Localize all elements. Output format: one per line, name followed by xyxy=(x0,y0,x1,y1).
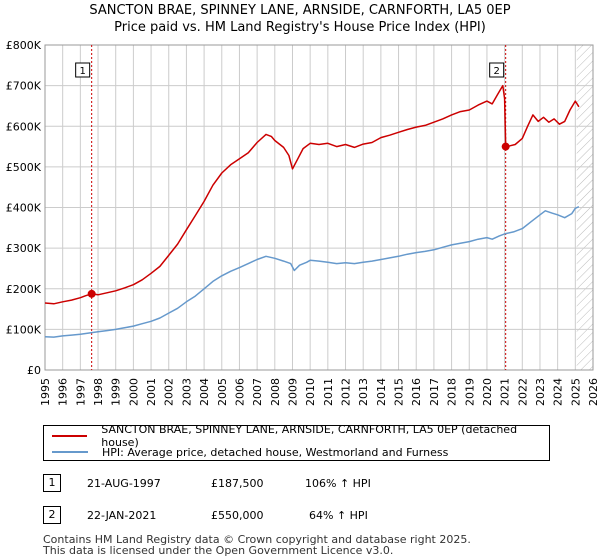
y-tick-label: £100K xyxy=(6,323,42,336)
x-tick-label: 1996 xyxy=(57,378,70,406)
footer-copyright: Contains HM Land Registry data © Crown c… xyxy=(43,533,471,546)
x-tick-label: 2021 xyxy=(499,378,512,406)
y-tick-label: £600K xyxy=(6,120,42,133)
legend-swatch-hpi xyxy=(52,451,88,453)
y-tick-label: £400K xyxy=(6,202,42,215)
x-tick-label: 2025 xyxy=(569,378,582,406)
hpi-line xyxy=(44,206,580,338)
sale-point xyxy=(87,289,96,298)
x-tick-label: 2008 xyxy=(269,378,282,406)
y-tick-label: £800K xyxy=(6,39,42,52)
sale-point xyxy=(501,142,510,151)
x-tick-label: 1999 xyxy=(110,378,123,406)
x-tick-label: 2017 xyxy=(428,378,441,406)
chart-title-line2: Price paid vs. HM Land Registry's House … xyxy=(114,20,486,35)
x-tick-label: 2019 xyxy=(463,378,476,406)
y-tick-label: £700K xyxy=(6,80,42,93)
transaction-date: 22-JAN-2021 xyxy=(87,509,157,522)
chart-title-line1: SANCTON BRAE, SPINNEY LANE, ARNSIDE, CAR… xyxy=(89,3,511,18)
x-tick-label: 2026 xyxy=(587,378,600,406)
y-tick-label: £300K xyxy=(6,242,42,255)
x-tick-label: 2003 xyxy=(180,378,193,406)
x-tick-label: 2000 xyxy=(127,378,140,406)
x-tick-label: 2004 xyxy=(198,378,211,406)
x-tick-label: 2005 xyxy=(216,378,229,406)
transaction-marker-box: 2 xyxy=(43,506,61,524)
x-tick-label: 2024 xyxy=(552,378,565,406)
x-tick-label: 2012 xyxy=(340,378,353,406)
legend-item-property: SANCTON BRAE, SPINNEY LANE, ARNSIDE, CAR… xyxy=(52,423,549,449)
transaction-price: £550,000 xyxy=(211,509,264,522)
legend-label-property: SANCTON BRAE, SPINNEY LANE, ARNSIDE, CAR… xyxy=(101,423,518,449)
transaction-hpi-change: 106% ↑ HPI xyxy=(305,477,371,490)
sale-label-number: 1 xyxy=(79,66,85,77)
y-tick-label: £200K xyxy=(6,283,42,296)
x-tick-label: 1995 xyxy=(39,378,52,406)
chart-legend: SANCTON BRAE, SPINNEY LANE, ARNSIDE, CAR… xyxy=(43,423,550,461)
x-tick-label: 2001 xyxy=(145,378,158,406)
x-tick-label: 2023 xyxy=(534,378,547,406)
legend-swatch-property xyxy=(52,435,88,437)
x-tick-label: 1997 xyxy=(74,378,87,406)
x-tick-label: 2016 xyxy=(410,378,423,406)
x-tick-label: 2006 xyxy=(233,378,246,406)
x-tick-label: 2007 xyxy=(251,378,264,406)
sale-label-box xyxy=(489,62,505,78)
x-tick-label: 2022 xyxy=(516,378,529,406)
sale-label-box xyxy=(75,62,91,78)
transaction-date: 21-AUG-1997 xyxy=(87,477,161,490)
footer-licence: This data is licensed under the Open Gov… xyxy=(43,544,394,557)
transaction-hpi-change: 64% ↑ HPI xyxy=(309,509,368,522)
x-tick-label: 2014 xyxy=(375,378,388,406)
legend-item-hpi: HPI: Average price, detached house, West… xyxy=(52,444,448,460)
x-tick-label: 2020 xyxy=(481,378,494,406)
x-tick-label: 2010 xyxy=(304,378,317,406)
transaction-marker-box: 1 xyxy=(43,474,61,492)
x-tick-label: 2009 xyxy=(286,378,299,406)
x-tick-label: 1998 xyxy=(92,378,105,406)
sale-label-number: 2 xyxy=(493,66,499,77)
plot-border xyxy=(44,44,594,371)
x-tick-label: 2002 xyxy=(163,378,176,406)
y-tick-label: £500K xyxy=(6,161,42,174)
x-tick-label: 2015 xyxy=(393,378,406,406)
price-chart: £0 £100K £200K £300K £400K £500K £600K £700K £80… xyxy=(6,39,600,406)
x-tick-label: 2018 xyxy=(446,378,459,406)
x-tick-label: 2013 xyxy=(357,378,370,406)
legend-label-hpi: HPI: Average price, detached house, West… xyxy=(102,445,449,459)
transaction-price: £187,500 xyxy=(211,477,264,490)
property-price-line xyxy=(44,84,580,305)
x-tick-label: 2011 xyxy=(322,378,335,406)
y-tick-label: £0 xyxy=(27,364,41,377)
